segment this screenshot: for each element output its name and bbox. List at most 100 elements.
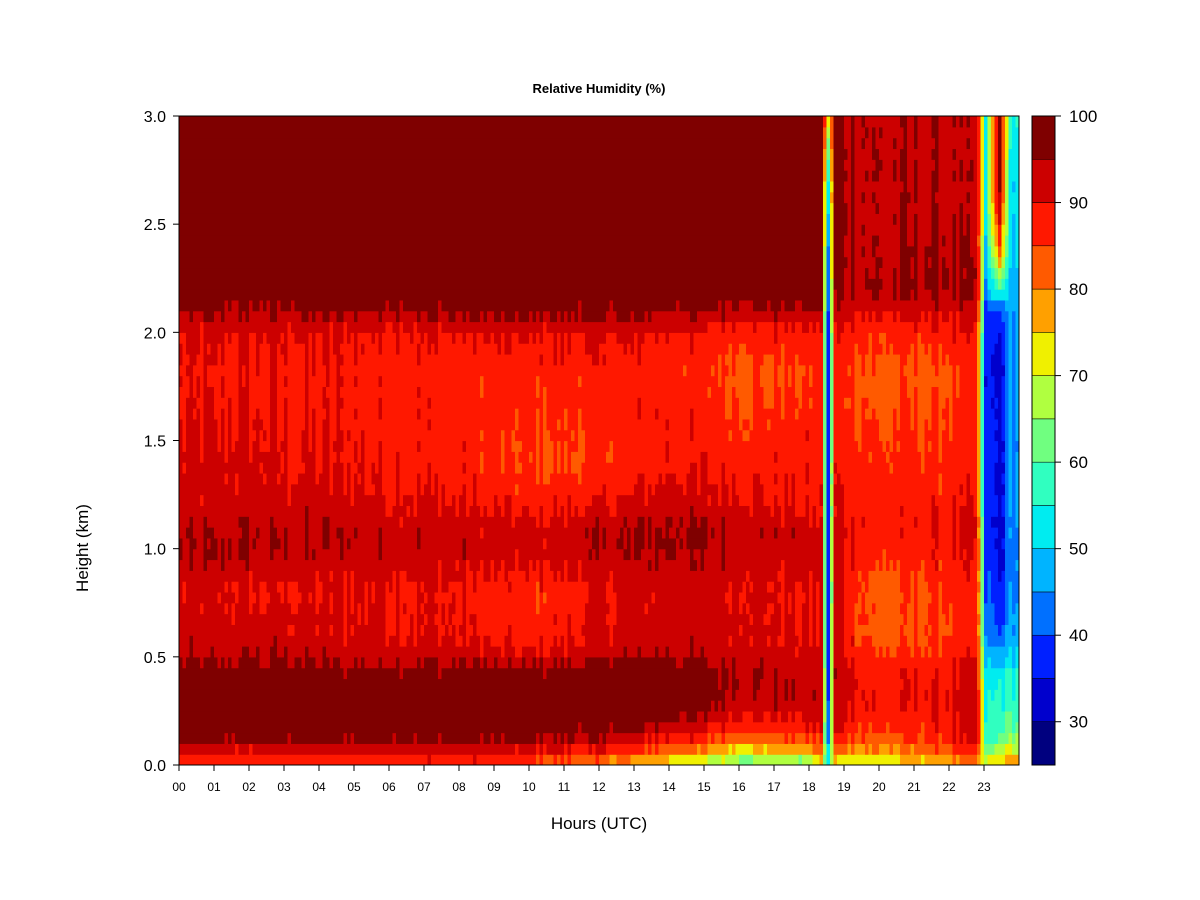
heatmap-cell bbox=[336, 743, 341, 755]
heatmap-cell bbox=[434, 321, 439, 333]
heatmap-cell bbox=[308, 656, 313, 669]
heatmap-cell bbox=[210, 159, 215, 171]
heatmap-cell bbox=[200, 245, 205, 258]
heatmap-cell bbox=[431, 148, 436, 160]
heatmap-cell bbox=[291, 602, 296, 615]
heatmap-cell bbox=[228, 310, 233, 323]
heatmap-cell bbox=[277, 472, 282, 485]
heatmap-cell bbox=[438, 732, 443, 744]
heatmap-cell bbox=[410, 656, 415, 669]
heatmap-cell bbox=[361, 505, 366, 517]
heatmap-cell bbox=[210, 267, 215, 279]
heatmap-cell bbox=[466, 191, 471, 204]
heatmap-cell bbox=[252, 635, 257, 647]
heatmap-cell bbox=[343, 126, 348, 139]
heatmap-cell bbox=[200, 429, 205, 442]
heatmap-cell bbox=[329, 667, 334, 680]
heatmap-cell bbox=[441, 516, 446, 528]
heatmap-cell bbox=[256, 505, 261, 517]
heatmap-cell bbox=[210, 732, 215, 744]
heatmap-cell bbox=[256, 343, 261, 355]
heatmap-cell bbox=[336, 116, 341, 128]
heatmap-cell bbox=[385, 505, 390, 517]
heatmap-cell bbox=[203, 570, 208, 582]
heatmap-cell bbox=[354, 234, 359, 247]
heatmap-cell bbox=[336, 310, 341, 323]
heatmap-cell bbox=[455, 116, 460, 128]
heatmap-cell bbox=[266, 451, 271, 463]
heatmap-cell bbox=[256, 116, 261, 128]
heatmap-cell bbox=[319, 245, 324, 258]
heatmap-cell bbox=[350, 191, 355, 204]
heatmap-cell bbox=[396, 451, 401, 463]
heatmap-cell bbox=[410, 624, 415, 636]
heatmap-cell bbox=[406, 213, 411, 225]
heatmap-cell bbox=[298, 743, 303, 755]
heatmap-cell bbox=[301, 429, 306, 442]
heatmap-cell bbox=[333, 418, 338, 431]
heatmap-cell bbox=[308, 397, 313, 409]
heatmap-cell bbox=[364, 667, 369, 680]
heatmap-cell bbox=[308, 310, 313, 323]
heatmap-cell bbox=[322, 516, 327, 528]
heatmap-cell bbox=[249, 310, 254, 323]
heatmap-cell bbox=[389, 418, 394, 431]
heatmap-cell bbox=[361, 462, 366, 474]
heatmap-cell bbox=[336, 494, 341, 506]
heatmap-cell bbox=[361, 408, 366, 420]
heatmap-cell bbox=[228, 624, 233, 636]
heatmap-cell bbox=[270, 494, 275, 506]
heatmap-cell bbox=[455, 537, 460, 550]
heatmap-cell bbox=[221, 332, 226, 344]
heatmap-cell bbox=[452, 364, 457, 377]
heatmap-cell bbox=[287, 721, 292, 734]
heatmap-cell bbox=[305, 267, 310, 279]
heatmap-cell bbox=[371, 581, 376, 593]
heatmap-cell bbox=[410, 505, 415, 517]
heatmap-cell bbox=[179, 116, 184, 128]
heatmap-cell bbox=[259, 537, 264, 550]
heatmap-cell bbox=[389, 537, 394, 550]
heatmap-cell bbox=[294, 667, 299, 680]
heatmap-cell bbox=[413, 613, 418, 625]
heatmap-cell bbox=[417, 116, 422, 128]
heatmap-cell bbox=[305, 213, 310, 225]
heatmap-cell bbox=[469, 710, 474, 723]
heatmap-cell bbox=[266, 472, 271, 485]
heatmap-cell bbox=[340, 624, 345, 636]
heatmap-cell bbox=[189, 710, 194, 723]
heatmap-cell bbox=[228, 570, 233, 582]
heatmap-cell bbox=[291, 148, 296, 160]
heatmap-cell bbox=[270, 624, 275, 636]
heatmap-cell bbox=[382, 299, 387, 312]
heatmap-cell bbox=[221, 602, 226, 615]
heatmap-cell bbox=[378, 429, 383, 442]
heatmap-cell bbox=[452, 170, 457, 182]
heatmap-cell bbox=[207, 126, 212, 139]
heatmap-cell bbox=[371, 375, 376, 388]
heatmap-cell bbox=[193, 386, 198, 398]
heatmap-cell bbox=[186, 224, 191, 236]
heatmap-cell bbox=[340, 224, 345, 236]
heatmap-cell bbox=[238, 310, 243, 323]
heatmap-cell bbox=[392, 256, 397, 269]
heatmap-cell bbox=[354, 126, 359, 139]
heatmap-cell bbox=[410, 559, 415, 571]
heatmap-cell bbox=[252, 667, 257, 680]
heatmap-cell bbox=[270, 548, 275, 561]
heatmap-cell bbox=[326, 462, 331, 474]
heatmap-cell bbox=[420, 213, 425, 225]
heatmap-cell bbox=[315, 678, 320, 690]
heatmap-cell bbox=[462, 332, 467, 344]
heatmap-cell bbox=[245, 440, 250, 452]
heatmap-cell bbox=[287, 646, 292, 658]
heatmap-cell bbox=[280, 689, 285, 701]
heatmap-cell bbox=[378, 527, 383, 539]
heatmap-cell bbox=[200, 591, 205, 604]
heatmap-cell bbox=[315, 148, 320, 160]
heatmap-cell bbox=[294, 483, 299, 496]
heatmap-cell bbox=[182, 667, 187, 680]
heatmap-cell bbox=[350, 321, 355, 333]
heatmap-cell bbox=[319, 591, 324, 604]
heatmap-cell bbox=[312, 656, 317, 669]
